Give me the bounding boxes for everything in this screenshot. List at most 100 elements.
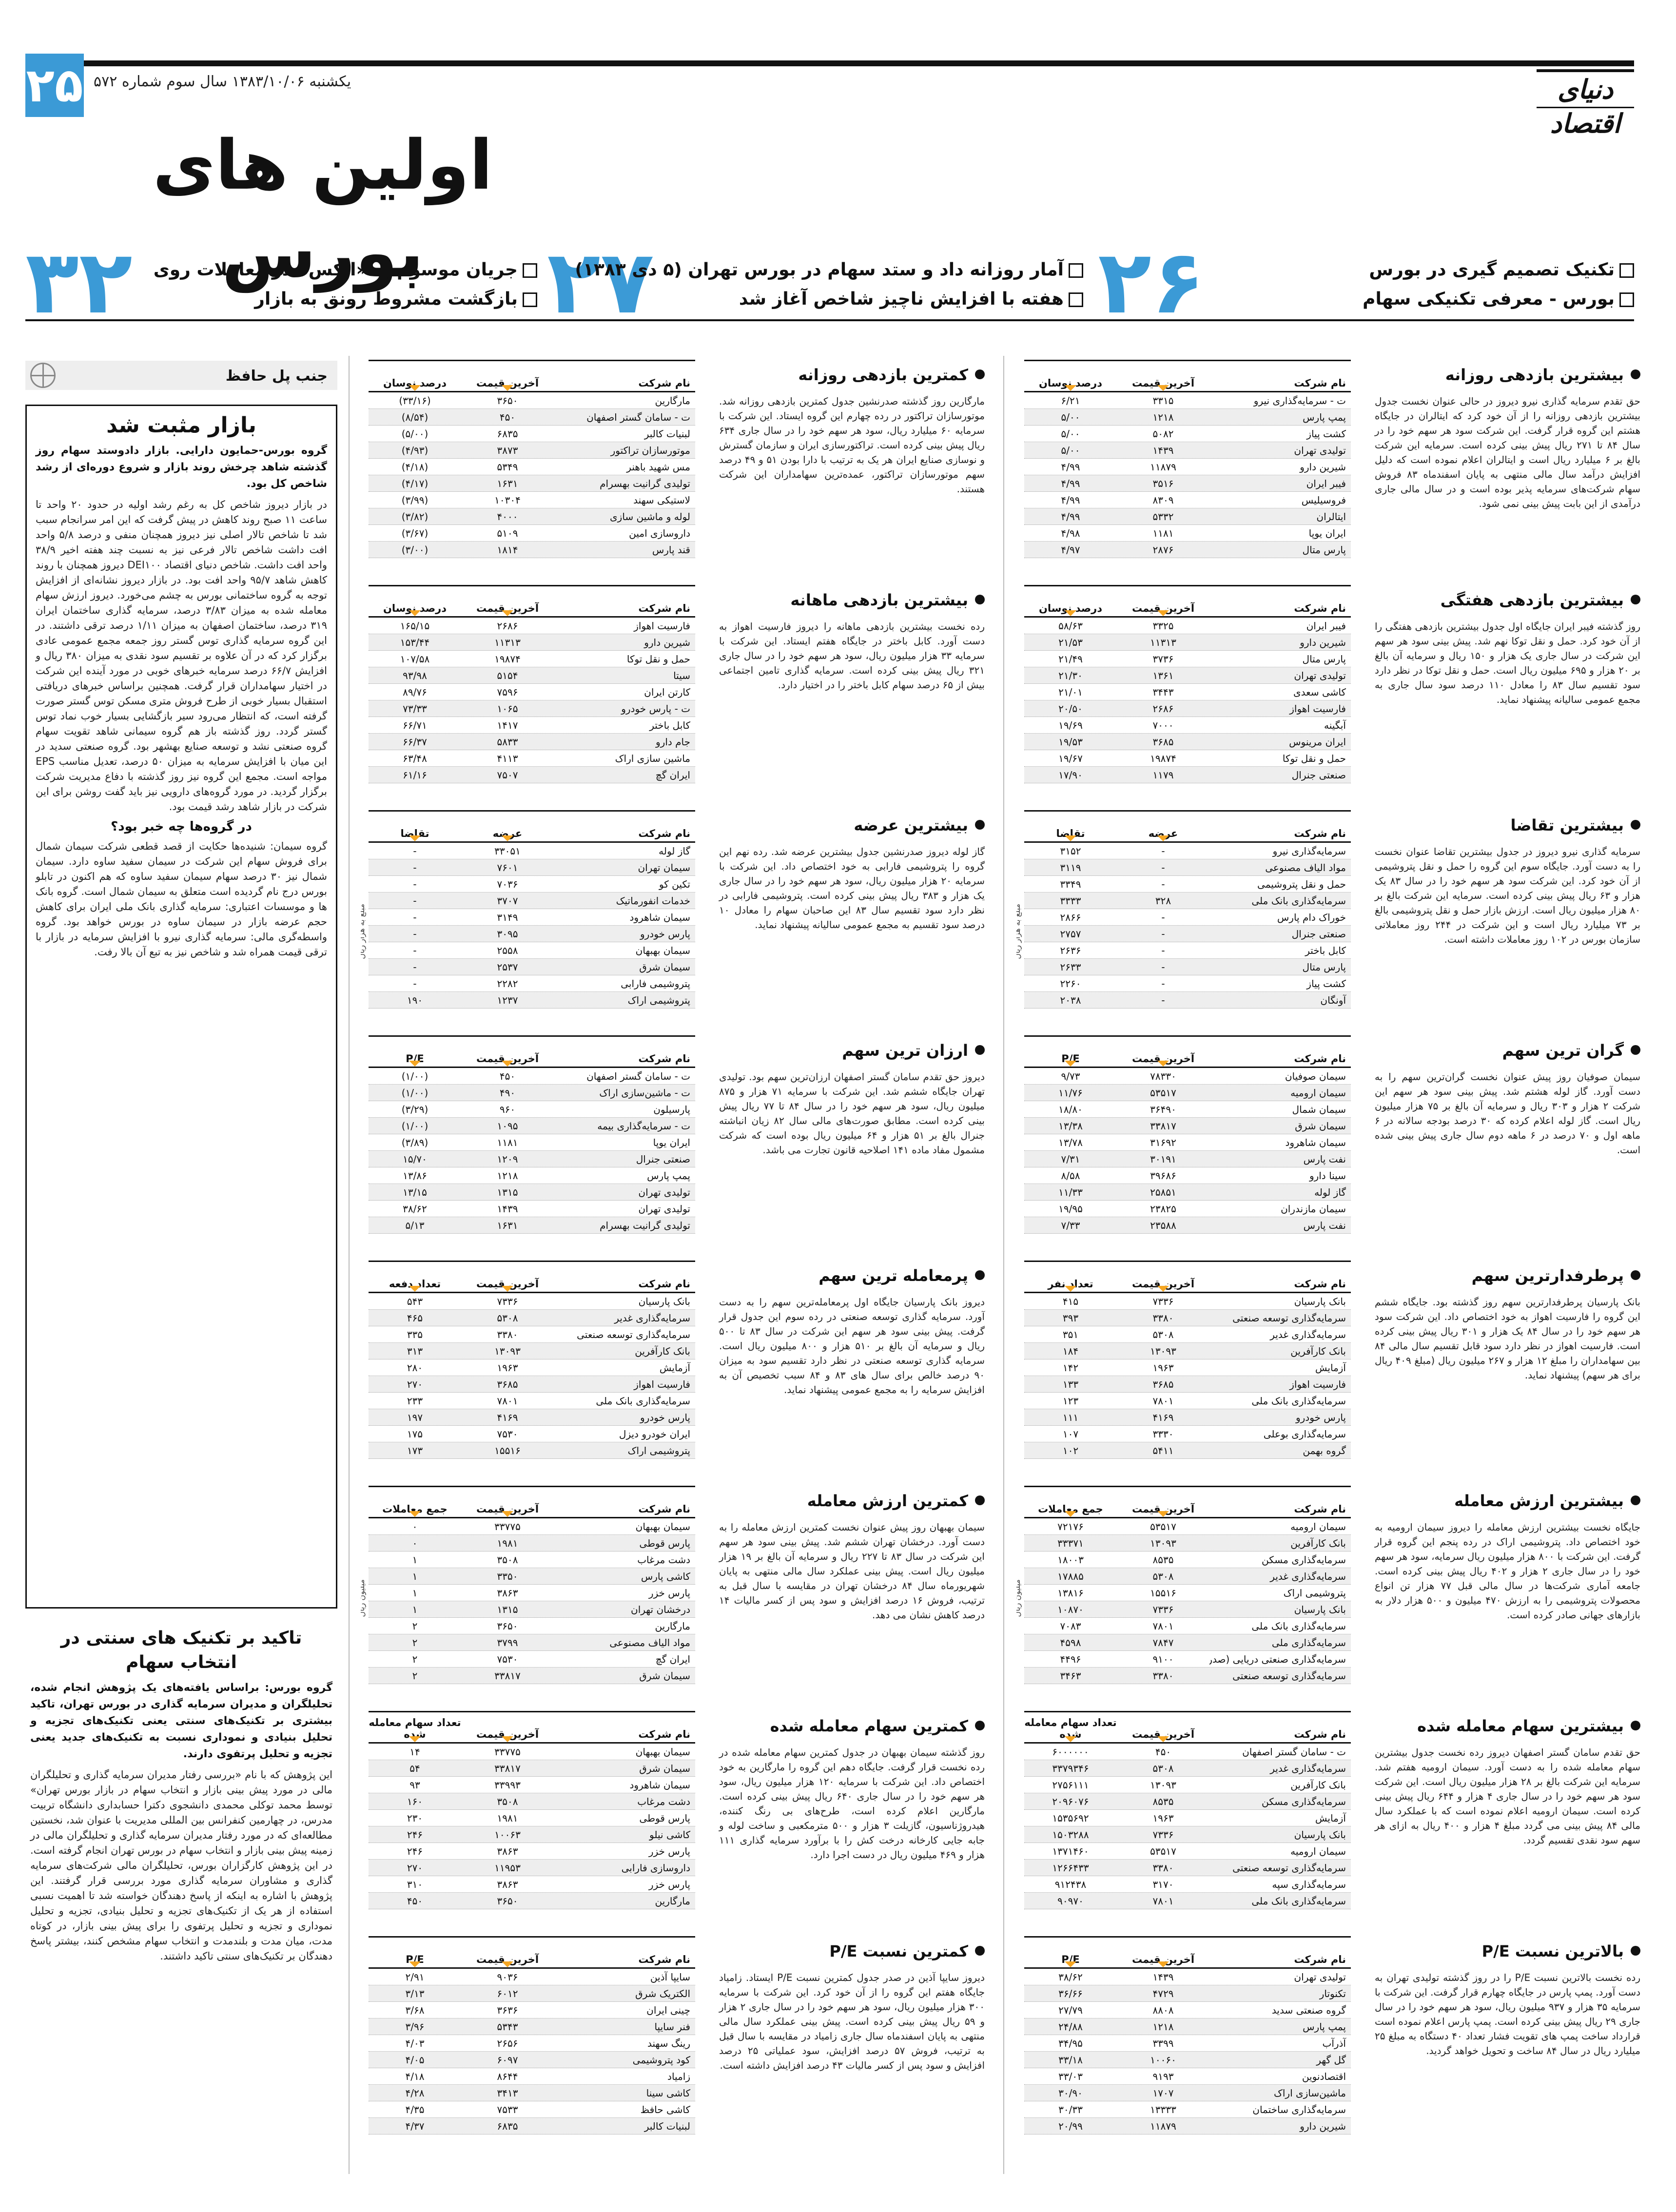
- table-row: آونگان - ۲۰۳۸: [1024, 992, 1351, 1009]
- cell-value: ۹۱۹۳: [1152, 2070, 1174, 2082]
- cell-value: ۴۹۰: [499, 1087, 516, 1099]
- stats-table: نام شرکت آخرین قیمت تعداد دفعه بانک پارسیان…: [369, 1261, 695, 1459]
- column-header: جنب پل حافظ: [25, 361, 337, 390]
- table-row: سرمایه‌گذاری صنعتی دریایی (صدرا) ۹۱۰۰ ۴۴۹۶: [1024, 1651, 1351, 1668]
- table-row: سیمان بهبهان ۳۳۷۷۵ ۰: [369, 1518, 695, 1535]
- column-header: آخرین قیمت: [1117, 1728, 1209, 1742]
- cell-value: ۳۴۴۳: [1152, 686, 1174, 698]
- table-row: گاز لوله ۳۳۰۵۱ -: [369, 843, 695, 859]
- table-header: نام شرکت آخرین قیمت P/E: [1024, 1938, 1351, 1969]
- stats-panel: بیشترین ارزش معامله جایگاه نخست بیشترین ا…: [1016, 1482, 1645, 1706]
- column-header: آخرین قیمت: [1117, 602, 1209, 616]
- company-name: گروه بهمن: [1303, 1444, 1346, 1456]
- table-row: کاشی سعدی ۳۴۴۳ ۲۱/۰۱: [1024, 684, 1351, 700]
- column-header: درصد نوسان: [369, 602, 461, 616]
- company-name: سیتا: [673, 669, 690, 681]
- table-row: خوراک دام پارس - ۲۸۶۶: [1024, 909, 1351, 926]
- cell-value: ۱۳/۱۵: [403, 1186, 427, 1198]
- stats-panel: پرمعامله ترین سهم دیروز بانک پارسیان جایگ…: [361, 1257, 990, 1481]
- cell-value: ۹۰۹۷۰: [1057, 1895, 1084, 1907]
- teaser-32[interactable]: ۳۲ جریان موسوم به «ایکس» در معاملات روی …: [25, 239, 537, 336]
- company-name: تکنوتار: [1319, 1987, 1346, 1999]
- cell-value: ۱۶۰: [407, 1795, 423, 1807]
- cell-value: ۶۰۱۲: [497, 1987, 518, 1999]
- column-header: تعداد نفر: [1024, 1278, 1117, 1292]
- table-row: ت - پارس خودرو ۱۰۶۵ ۷۳/۳۳: [369, 700, 695, 717]
- page-number: ۲۵: [25, 54, 84, 117]
- company-name: گاز لوله: [659, 845, 690, 857]
- cell-value: ۷۵۳۰: [497, 1428, 518, 1440]
- column-header: نام شرکت: [638, 1954, 690, 1965]
- company-name: ایران مرینوس: [1289, 736, 1346, 748]
- company-name: سرمایه‌گذاری صنعتی دریایی (صدرا): [1209, 1653, 1346, 1665]
- table-row: گروه بهمن ۵۴۱۱ ۱۰۲: [1024, 1442, 1351, 1459]
- teaser-26[interactable]: ۲۶ تکنیک تصمیم گیری در بورس بورس - معرفی…: [1098, 239, 1634, 336]
- cell-value: ۷۳۳۶: [497, 1295, 518, 1307]
- cell-value: ۳۳۷۷۵: [494, 1746, 521, 1758]
- company-name: فارسیت اهواز: [634, 1378, 690, 1390]
- table-row: سرمایه‌گذاری غدیر ۵۳۰۸ ۳۵۱: [1024, 1326, 1351, 1343]
- stats-table: نام شرکت آخرین قیمت درصد نوسان مارگارین ۳۶۵۰…: [369, 360, 695, 558]
- teaser-27[interactable]: ۲۷ آمار روزانه داد و ستد سهام در بورس ته…: [547, 239, 1083, 336]
- cell-value: ۴/۳۷: [405, 2120, 425, 2132]
- table-row: اقتصادنوین ۹۱۹۳ ۳۳/۰۳: [1024, 2068, 1351, 2085]
- cell-value: ۴۵۰: [407, 1895, 423, 1907]
- cell-value: ۱۳/۸۶: [403, 1169, 427, 1182]
- column-header: نام شرکت: [638, 1053, 690, 1065]
- column-header: نام شرکت: [1294, 377, 1346, 389]
- table-row: نفت پارس ۲۳۵۸۸ ۷/۳۳: [1024, 1217, 1351, 1234]
- cell-value: ۷۸۰۱: [1152, 1895, 1174, 1907]
- company-name: مواد الیاف مصنوعی: [1265, 861, 1346, 873]
- cell-value: ۶۸۳۵: [497, 2120, 518, 2132]
- cell-value: ۷۸۰۱: [497, 1395, 518, 1407]
- panel-title: کمترین بازدهی روزانه: [719, 366, 985, 384]
- cell-value: ۲۶۳۶: [1060, 944, 1081, 956]
- table-row: کاشی پارس ۳۳۵۰ ۱: [369, 1568, 695, 1585]
- column-header: نام شرکت: [638, 602, 690, 614]
- cell-value: ۱۰۷: [1062, 1428, 1079, 1440]
- table-row: صنعتی جنرال - ۲۷۵۷: [1024, 926, 1351, 942]
- company-name: پارس خزر: [648, 1878, 690, 1890]
- cell-value: ۴/۹۹: [1061, 510, 1080, 523]
- cell-value: ۴/۰۳: [405, 2037, 425, 2049]
- cell-value: ۴۱۶۹: [1152, 1411, 1174, 1423]
- table-header: نام شرکت آخرین قیمت تعداد دفعه: [369, 1262, 695, 1293]
- column-header: آخرین قیمت: [461, 377, 554, 391]
- table-row: پتروشیمی اراک ۱۵۵۱۶ ۱۳۸۱۶: [1024, 1585, 1351, 1601]
- cell-value: ۲۱/۴۹: [1058, 653, 1083, 665]
- column-header: نام شرکت: [638, 1278, 690, 1290]
- company-name: سیمان بهبهان: [635, 1746, 690, 1758]
- company-name: سیمان تهران: [638, 861, 690, 873]
- dateline: یکشنبه ۱۳۸۳/۱۰/۰۶ سال سوم شماره ۵۷۲: [94, 73, 351, 90]
- cell-value: (۳/۹۹): [401, 494, 429, 506]
- table-row: تولیدی تهران ۱۴۳۹ ۵/۰۰: [1024, 442, 1351, 459]
- table-row: آزمایش ۱۹۶۳ ۱۴۲: [1024, 1359, 1351, 1376]
- cell-value: ۱۹/۶۷: [1058, 752, 1083, 764]
- table-row: مارگارین ۳۶۵۰ ۴۵۰: [369, 1893, 695, 1909]
- globe-icon: [30, 363, 56, 388]
- table-row: جام دارو ۵۸۳۳ ۶۶/۳۷: [369, 734, 695, 750]
- table-header: نام شرکت آخرین قیمت جمع معاملات: [1024, 1487, 1351, 1518]
- cell-value: (۱/۰۰): [401, 1120, 429, 1132]
- panel-title: بیشترین سهام معامله شده: [1375, 1717, 1640, 1735]
- table-row: سرمایه‌گذاری ساختمان ۱۳۳۳۳ ۳۰/۳۳: [1024, 2101, 1351, 2118]
- column-header: P/E: [1024, 1053, 1117, 1067]
- table-row: فنر سایپا ۵۳۴۳ ۳/۹۶: [369, 2018, 695, 2035]
- column-header: آخرین قیمت: [461, 1278, 554, 1292]
- panel-text: سیمان بهبهان روز پیش عنوان نخست کمترین ا…: [719, 1521, 985, 1621]
- cell-value: -: [1161, 994, 1165, 1006]
- table-row: موتورسازان تراکتور ۳۸۷۳ (۴/۹۳): [369, 442, 695, 459]
- company-name: قند پارس: [652, 543, 690, 556]
- cell-value: (۱/۰۰): [401, 1070, 429, 1082]
- cell-value: ۹۰۳۶: [497, 1971, 518, 1983]
- cell-value: ۱۱۹۵۳: [494, 1862, 521, 1874]
- panel-title: گران ترین سهم: [1375, 1041, 1640, 1060]
- cell-value: ۱۷۰۷: [1152, 2087, 1174, 2099]
- cell-value: ۴/۹۷: [1061, 543, 1080, 556]
- cell-value: ۲: [412, 1636, 418, 1649]
- cell-value: ۳۶۵۰: [497, 394, 518, 407]
- cell-value: ۱۱۸۷۹: [1150, 2120, 1176, 2132]
- cell-value: ۲: [412, 1620, 418, 1632]
- column-header: تعداد سهام معامله شده: [369, 1717, 461, 1742]
- cell-value: ۳۷۹۹: [497, 1636, 518, 1649]
